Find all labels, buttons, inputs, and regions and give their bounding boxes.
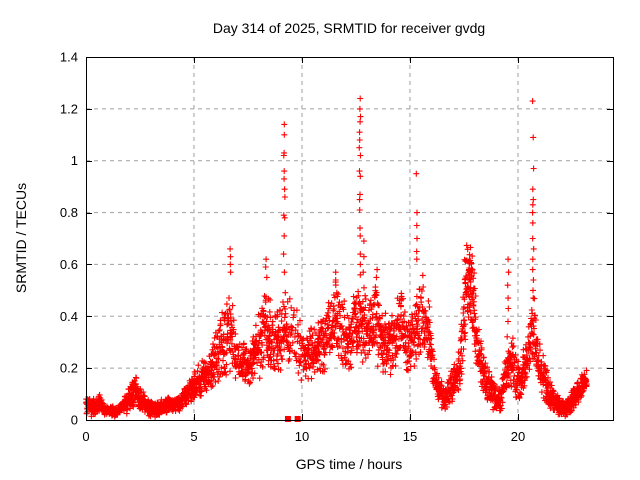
plot-border-and-ticks bbox=[86, 57, 614, 421]
scatter-points bbox=[83, 95, 590, 420]
y-tick-label: 0.2 bbox=[60, 361, 78, 376]
gap-square-markers bbox=[284, 415, 301, 422]
tick-labels: 0 5 10 15 20 0 0.2 0.4 0.6 0.8 1 1.2 1.4 bbox=[60, 50, 525, 445]
y-tick-label: 0.8 bbox=[60, 205, 78, 220]
x-tick-label: 20 bbox=[511, 429, 525, 444]
y-tick-label: 1 bbox=[71, 153, 78, 168]
y-tick-label: 0 bbox=[71, 413, 78, 428]
y-tick-label: 0.4 bbox=[60, 309, 78, 324]
x-tick-label: 15 bbox=[403, 429, 417, 444]
x-axis-label: GPS time / hours bbox=[296, 456, 403, 472]
y-tick-label: 1.4 bbox=[60, 50, 78, 65]
y-axis-label: SRMTID / TECUs bbox=[13, 183, 29, 293]
chart-title: Day 314 of 2025, SRMTID for receiver gvd… bbox=[213, 20, 485, 36]
x-tick-label: 5 bbox=[190, 429, 197, 444]
y-tick-label: 1.2 bbox=[60, 101, 78, 116]
y-tick-label: 0.6 bbox=[60, 257, 78, 272]
x-tick-label: 0 bbox=[82, 429, 89, 444]
x-tick-label: 10 bbox=[295, 429, 309, 444]
